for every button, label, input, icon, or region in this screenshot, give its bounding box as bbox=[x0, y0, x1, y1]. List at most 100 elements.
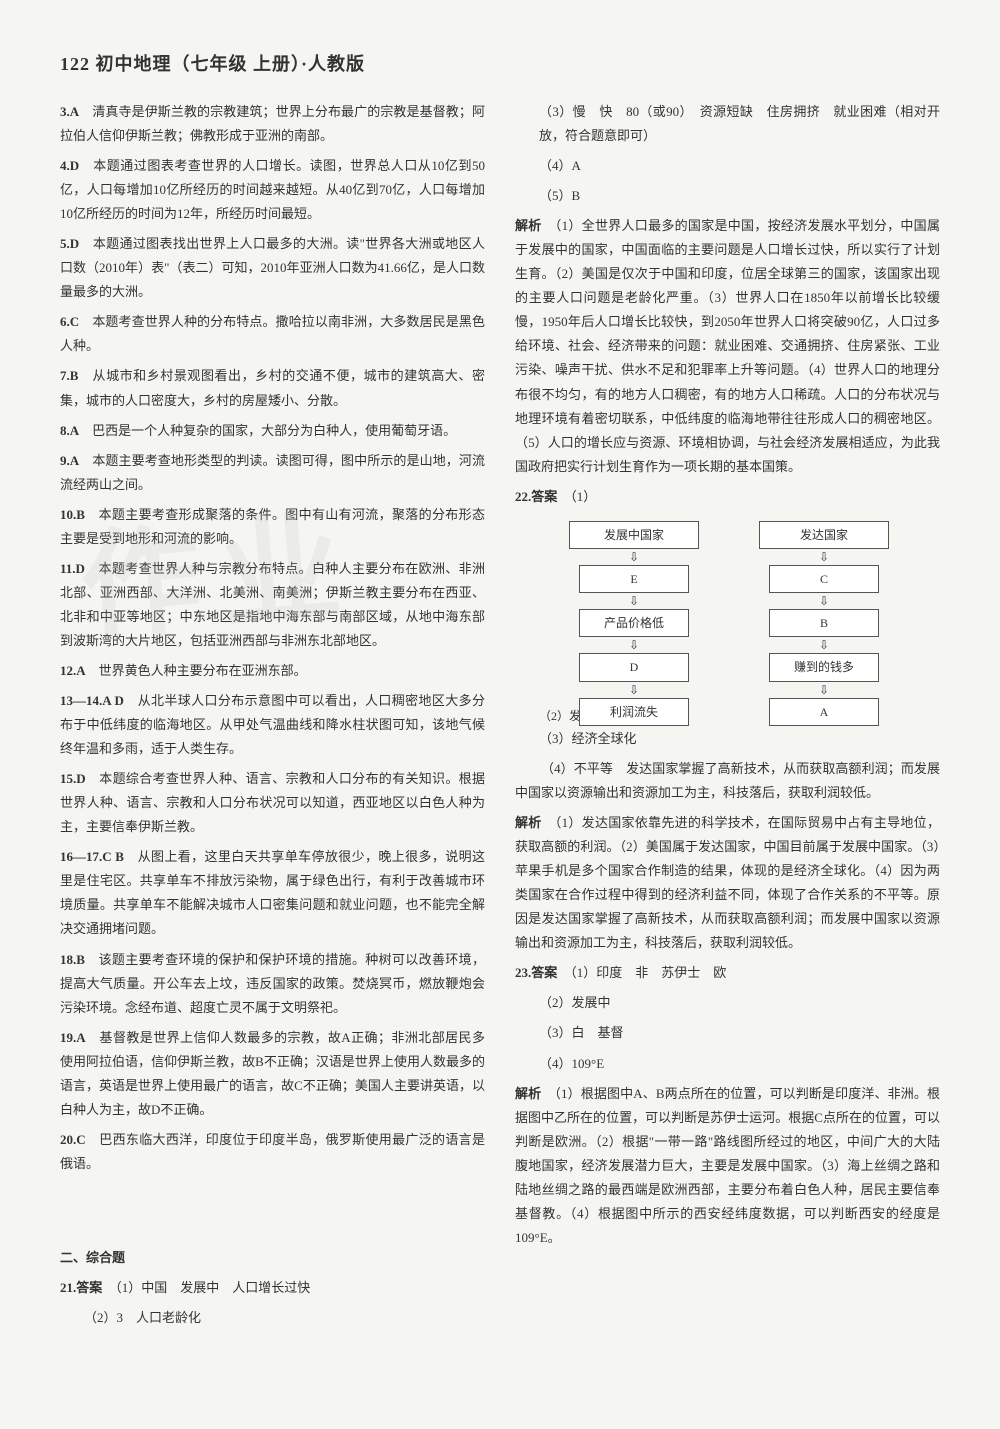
qtext: 清真寺是伊斯兰教的宗教建筑；世界上分布最广的宗教是基督教；阿拉伯人信仰伊斯兰教；… bbox=[60, 104, 485, 143]
flowchart-diagram: 发展中国家 ⇩ E ⇩ 产品价格低 ⇩ D ⇩ 利润流失 发达国家 ⇩ C ⇩ … bbox=[539, 517, 919, 697]
q22-part: （3）经济全球化 bbox=[515, 727, 940, 751]
arrow-icon: ⇩ bbox=[559, 595, 709, 607]
qnum: 16—17.C B bbox=[60, 849, 124, 864]
qtext: 本题考查世界人种与宗教分布特点。白种人主要分布在欧洲、非洲北部、亚洲西部、大洋洲… bbox=[60, 561, 485, 648]
flow-box: C bbox=[769, 565, 879, 593]
qtext: 本题通过图表找出世界上人口最多的大洲。读"世界各大洲或地区人口数（2010年）表… bbox=[60, 236, 485, 299]
qnum: 20.C bbox=[60, 1132, 86, 1147]
section-header: 二、综合题 bbox=[60, 1246, 485, 1270]
qtext: 从城市和乡村景观图看出，乡村的交通不便，城市的建筑高大、密集，城市的人口密度大，… bbox=[60, 368, 485, 407]
qnum: 15.D bbox=[60, 771, 86, 786]
qnum: 11.D bbox=[60, 561, 85, 576]
q21-cont: （5）B bbox=[515, 184, 940, 208]
arrow-icon: ⇩ bbox=[749, 551, 899, 563]
qtext: 巴西东临大西洋，印度位于印度半岛，俄罗斯使用最广泛的语言是俄语。 bbox=[60, 1132, 485, 1171]
answer-item: 20.C 巴西东临大西洋，印度位于印度半岛，俄罗斯使用最广泛的语言是俄语。 bbox=[60, 1128, 485, 1176]
qtext: 本题通过图表考查世界的人口增长。读图，世界总人口从10亿到50亿，人口每增加10… bbox=[60, 158, 485, 221]
qnum: 4.D bbox=[60, 158, 79, 173]
qtext: 世界黄色人种主要分布在亚洲东部。 bbox=[99, 663, 307, 678]
flow-header-left: 发展中国家 bbox=[569, 521, 699, 549]
flow-box: 利润流失 bbox=[579, 698, 689, 726]
answer-item: 19.A 基督教是世界上信仰人数最多的宗教，故A正确；非洲北部居民多使用阿拉伯语… bbox=[60, 1026, 485, 1122]
qnum: 7.B bbox=[60, 368, 78, 383]
qnum: 6.C bbox=[60, 314, 79, 329]
qtext: 本题考查世界人种的分布特点。撒哈拉以南非洲，大多数居民是黑色人种。 bbox=[60, 314, 485, 353]
answer-label: 23.答案 bbox=[515, 965, 557, 980]
q22-part: （4）不平等 发达国家掌握了高新技术，从而获取高额利润；而发展中国家以资源输出和… bbox=[515, 757, 940, 805]
answer-item: 16—17.C B 从图上看，这里白天共享单车停放很少，晚上很多，说明这里是住宅… bbox=[60, 845, 485, 941]
q21-cont: （4）A bbox=[515, 154, 940, 178]
qtext: 从北半球人口分布示意图中可以看出，人口稠密地区大多分布于中低纬度的临海地区。从甲… bbox=[60, 693, 485, 756]
analysis-label: 解析 bbox=[515, 218, 542, 233]
q21-cont: （3）慢 快 80（或90） 资源短缺 住房拥挤 就业困难（相对开放，符合题意即… bbox=[515, 100, 940, 148]
qtext: 本题主要考查形成聚落的条件。图中有山有河流，聚落的分布形态主要是受到地形和河流的… bbox=[60, 507, 485, 546]
qnum: 10.B bbox=[60, 507, 85, 522]
q21-analysis: 解析 （1）全世界人口最多的国家是中国，按经济发展水平划分，中国属于发展中的国家… bbox=[515, 214, 940, 479]
q23-part: （3）白 基督 bbox=[515, 1021, 940, 1045]
flow-box: D bbox=[579, 653, 689, 681]
arrow-icon: ⇩ bbox=[749, 684, 899, 696]
qtext: 本题综合考查世界人种、语言、宗教和人口分布的有关知识。根据世界人种、语言、宗教和… bbox=[60, 771, 485, 834]
qnum: 9.A bbox=[60, 453, 79, 468]
qnum: 12.A bbox=[60, 663, 86, 678]
flow-left: 发展中国家 ⇩ E ⇩ 产品价格低 ⇩ D ⇩ 利润流失 bbox=[559, 517, 709, 730]
arrow-icon: ⇩ bbox=[749, 639, 899, 651]
qtext: 巴西是一个人种复杂的国家，大部分为白种人，使用葡萄牙语。 bbox=[92, 423, 456, 438]
q23-part: （2）发展中 bbox=[515, 991, 940, 1015]
flow-header-right: 发达国家 bbox=[759, 521, 889, 549]
q23-part: （1）印度 非 苏伊士 欧 bbox=[570, 965, 726, 980]
analysis-label: 解析 bbox=[515, 815, 542, 830]
arrow-icon: ⇩ bbox=[559, 551, 709, 563]
qnum: 18.B bbox=[60, 952, 85, 967]
q21-part: （1）中国 发展中 人口增长过快 bbox=[115, 1280, 310, 1295]
arrow-icon: ⇩ bbox=[559, 684, 709, 696]
analysis-text: （1）全世界人口最多的国家是中国，按经济发展水平划分，中国属于发展中的国家，中国… bbox=[515, 218, 940, 473]
answer-item: 6.C 本题考查世界人种的分布特点。撒哈拉以南非洲，大多数居民是黑色人种。 bbox=[60, 310, 485, 358]
answer-label: 22.答案 bbox=[515, 489, 557, 504]
q21-part: （2）3 人口老龄化 bbox=[60, 1306, 485, 1330]
q23-analysis: 解析 （1）根据图中A、B两点所在的位置，可以判断是印度洋、非洲。根据图中乙所在… bbox=[515, 1082, 940, 1250]
answer-item: 13—14.A D 从北半球人口分布示意图中可以看出，人口稠密地区大多分布于中低… bbox=[60, 689, 485, 761]
left-column: 3.A 清真寺是伊斯兰教的宗教建筑；世界上分布最广的宗教是基督教；阿拉伯人信仰伊… bbox=[60, 100, 485, 1336]
right-column: （3）慢 快 80（或90） 资源短缺 住房拥挤 就业困难（相对开放，符合题意即… bbox=[515, 100, 940, 1336]
q22-answer: 22.答案 （1） bbox=[515, 485, 940, 509]
q23-part: （4）109°E bbox=[515, 1052, 940, 1076]
qtext: 从图上看，这里白天共享单车停放很少，晚上很多，说明这里是住宅区。共享单车不排放污… bbox=[60, 849, 485, 936]
answer-item: 3.A 清真寺是伊斯兰教的宗教建筑；世界上分布最广的宗教是基督教；阿拉伯人信仰伊… bbox=[60, 100, 485, 148]
page-number: 122 bbox=[60, 54, 90, 74]
qnum: 19.A bbox=[60, 1030, 86, 1045]
answer-item bbox=[60, 1182, 485, 1206]
qtext: 本题主要考查地形类型的判读。读图可得，图中所示的是山地，河流流经两山之间。 bbox=[60, 453, 485, 492]
arrow-icon: ⇩ bbox=[559, 639, 709, 651]
page-title: 初中地理（七年级 上册）·人教版 bbox=[96, 54, 366, 74]
flow-box: E bbox=[579, 565, 689, 593]
analysis-text: （1）根据图中A、B两点所在的位置，可以判断是印度洋、非洲。根据图中乙所在的位置… bbox=[515, 1086, 940, 1245]
qnum: 5.D bbox=[60, 236, 79, 251]
analysis-label: 解析 bbox=[515, 1086, 541, 1101]
q23-answer: 23.答案 （1）印度 非 苏伊士 欧 bbox=[515, 961, 940, 985]
qnum: 3.A bbox=[60, 104, 79, 119]
answer-label: 21.答案 bbox=[60, 1280, 102, 1295]
answer-item: 5.D 本题通过图表找出世界上人口最多的大洲。读"世界各大洲或地区人口数（201… bbox=[60, 232, 485, 304]
answer-item: 9.A 本题主要考查地形类型的判读。读图可得，图中所示的是山地，河流流经两山之间… bbox=[60, 449, 485, 497]
qnum: 13—14.A D bbox=[60, 693, 124, 708]
answer-item: 18.B 该题主要考查环境的保护和保护环境的措施。种树可以改善环境，提高大气质量… bbox=[60, 948, 485, 1020]
answer-item bbox=[60, 1212, 485, 1236]
flow-box: A bbox=[769, 698, 879, 726]
content-area: 3.A 清真寺是伊斯兰教的宗教建筑；世界上分布最广的宗教是基督教；阿拉伯人信仰伊… bbox=[60, 100, 940, 1336]
q22-part1: （1） bbox=[570, 489, 596, 504]
page-header: 122 初中地理（七年级 上册）·人教版 bbox=[60, 50, 940, 76]
answer-item: 7.B 从城市和乡村景观图看出，乡村的交通不便，城市的建筑高大、密集，城市的人口… bbox=[60, 364, 485, 412]
answer-item: 15.D 本题综合考查世界人种、语言、宗教和人口分布的有关知识。根据世界人种、语… bbox=[60, 767, 485, 839]
answer-item: 4.D 本题通过图表考查世界的人口增长。读图，世界总人口从10亿到50亿，人口每… bbox=[60, 154, 485, 226]
qtext: 基督教是世界上信仰人数最多的宗教，故A正确；非洲北部居民多使用阿拉伯语，信仰伊斯… bbox=[60, 1030, 485, 1117]
answer-item: 11.D 本题考查世界人种与宗教分布特点。白种人主要分布在欧洲、非洲北部、亚洲西… bbox=[60, 557, 485, 653]
flow-box: 产品价格低 bbox=[579, 609, 689, 637]
arrow-icon: ⇩ bbox=[749, 595, 899, 607]
analysis-text: （1）发达国家依靠先进的科学技术，在国际贸易中占有主导地位，获取高额的利润。（2… bbox=[515, 815, 940, 950]
flow-box: 赚到的钱多 bbox=[769, 653, 879, 681]
q21-answer: 21.答案 （1）中国 发展中 人口增长过快 bbox=[60, 1276, 485, 1300]
qtext: 该题主要考查环境的保护和保护环境的措施。种树可以改善环境，提高大气质量。开公车去… bbox=[60, 952, 485, 1015]
flow-box: B bbox=[769, 609, 879, 637]
answer-item: 12.A 世界黄色人种主要分布在亚洲东部。 bbox=[60, 659, 485, 683]
